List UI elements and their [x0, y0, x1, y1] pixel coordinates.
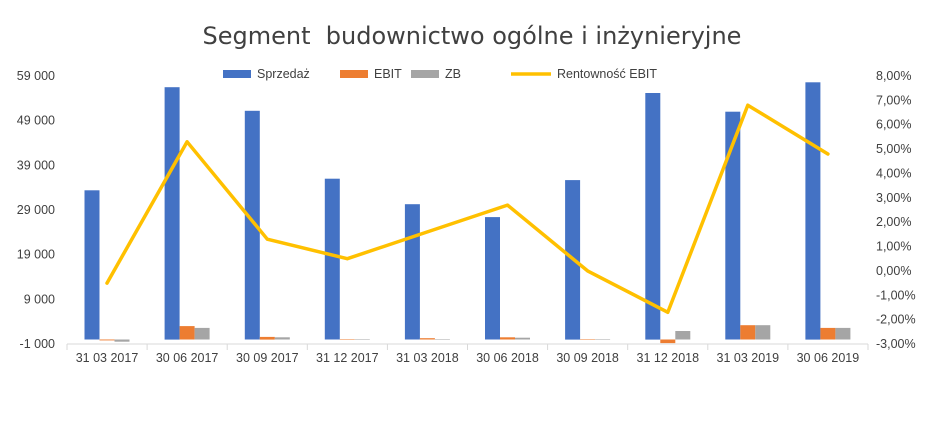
legend-label-zb: ZB: [445, 67, 461, 81]
bar-sprzedaz-3: [244, 110, 260, 340]
bar-zb-8: [675, 331, 691, 340]
bar-sprzedaz-5: [404, 204, 420, 340]
y-right-tick-label: 2,00%: [876, 215, 911, 229]
point-rentownosc-ebit-4: [345, 257, 349, 261]
bar-sprzedaz-1: [84, 190, 100, 340]
point-rentownosc-ebit-5: [425, 230, 429, 234]
x-tick-label: 31 03 2019: [717, 351, 780, 365]
y-right-tick-label: 1,00%: [876, 240, 911, 254]
bar-zb-4: [354, 339, 370, 340]
y-left-tick-label: 19 000: [17, 248, 55, 262]
bar-ebit-2: [179, 326, 195, 340]
y-left-tick-label: 39 000: [17, 158, 55, 172]
y-right-tick-label: 0,00%: [876, 264, 911, 278]
point-rentownosc-ebit-3: [265, 237, 269, 241]
bar-zb-2: [194, 327, 210, 340]
bar-ebit-9: [740, 325, 756, 340]
bar-ebit-8: [660, 339, 676, 344]
bar-zb-9: [755, 325, 771, 340]
legend-label-rentownosc-ebit: Rentowność EBIT: [557, 67, 657, 81]
bar-sprzedaz-4: [324, 178, 340, 340]
x-tick-label: 30 09 2017: [236, 351, 299, 365]
bar-ebit-3: [259, 336, 275, 340]
bar-sprzedaz-8: [645, 93, 661, 340]
bar-ebit-7: [580, 339, 596, 340]
bar-zb-5: [434, 339, 450, 340]
bar-sprzedaz-10: [805, 82, 821, 340]
y-left-tick-label: 59 000: [17, 69, 55, 83]
bar-ebit-10: [820, 327, 836, 340]
y-right-tick-label: 4,00%: [876, 167, 911, 181]
point-rentownosc-ebit-2: [185, 140, 189, 144]
bar-zb-3: [274, 337, 290, 340]
point-rentownosc-ebit-7: [586, 269, 590, 273]
x-tick-label: 30 09 2018: [556, 351, 619, 365]
bar-ebit-5: [419, 338, 435, 340]
bar-zb-7: [595, 339, 611, 340]
line-layer: [105, 103, 830, 315]
legend-swatch-ebit: [340, 70, 368, 78]
bar-ebit-4: [339, 339, 355, 340]
chart-title: Segment budownictwo ogólne i inżynieryjn…: [203, 22, 742, 50]
bar-zb-1: [114, 339, 130, 342]
bar-sprzedaz-6: [485, 217, 500, 340]
legend-swatch-zb: [411, 70, 439, 78]
bar-ebit-1: [99, 339, 115, 341]
x-tick-label: 31 12 2017: [316, 351, 379, 365]
bars: [84, 82, 851, 344]
x-tick-label: 31 03 2017: [76, 351, 139, 365]
x-tick-label: 31 12 2018: [637, 351, 700, 365]
y-right-tick-label: 3,00%: [876, 191, 911, 205]
legend: Sprzedaż EBIT ZB Rentowność EBIT: [223, 67, 657, 81]
x-tick-label: 30 06 2017: [156, 351, 219, 365]
point-rentownosc-ebit-9: [746, 103, 750, 107]
y-right-tick-label: 5,00%: [876, 142, 911, 156]
y-right-tick-label: -2,00%: [876, 313, 916, 327]
y-right-tick-label: 8,00%: [876, 69, 911, 83]
legend-label-sprzedaz: Sprzedaż: [257, 67, 310, 81]
point-rentownosc-ebit-6: [506, 203, 509, 207]
line-rentownosc-ebit: [105, 103, 830, 315]
y-left-tick-label: -1 000: [20, 337, 55, 351]
legend-label-ebit: EBIT: [374, 67, 402, 81]
x-tick-label: 31 03 2018: [396, 351, 459, 365]
y-right-tick-label: 7,00%: [876, 93, 911, 107]
point-rentownosc-ebit-8: [666, 310, 670, 314]
x-tick-label: 30 06 2019: [797, 351, 860, 365]
y-right-tick-label: -1,00%: [876, 288, 916, 302]
x-tick-label: 30 06 2018: [476, 351, 539, 365]
bar-zb-10: [835, 327, 851, 340]
y-left-tick-label: 29 000: [17, 203, 55, 217]
point-rentownosc-ebit-1: [105, 281, 109, 285]
bar-zb-6: [515, 337, 530, 340]
point-rentownosc-ebit-10: [826, 152, 830, 156]
y-left-tick-label: 9 000: [24, 292, 55, 306]
legend-swatch-sprzedaz: [223, 70, 251, 78]
y-right-tick-label: -3,00%: [876, 337, 916, 351]
y-right-tick-label: 6,00%: [876, 118, 911, 132]
axes: 31 03 2017 30 06 2017 30 09 2017 31 12 2017…: [17, 69, 916, 365]
bar-sprzedaz-9: [725, 111, 741, 340]
bar-ebit-6: [500, 337, 515, 340]
y-left-tick-label: 49 000: [17, 114, 55, 128]
bar-sprzedaz-2: [164, 87, 180, 340]
